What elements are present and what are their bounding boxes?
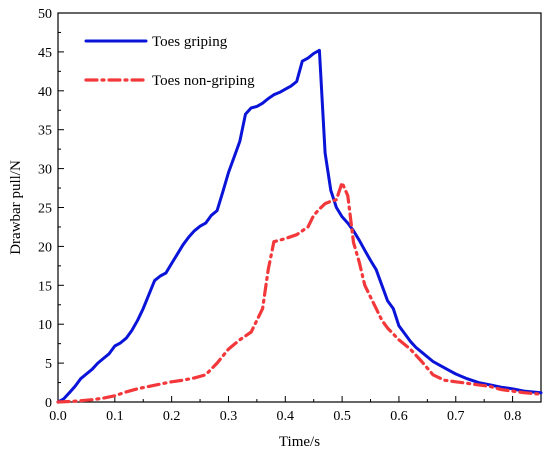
y-tick-label: 15 xyxy=(38,279,52,294)
series-layer xyxy=(56,48,543,404)
x-tick-label: 0.8 xyxy=(504,409,522,424)
x-tick-label: 0.6 xyxy=(390,409,408,424)
x-tick-label: 0.5 xyxy=(333,409,351,424)
y-tick-label: 30 xyxy=(38,163,52,178)
y-tick-label: 0 xyxy=(45,396,52,411)
series-line-toes-griping xyxy=(56,48,543,404)
legend: Toes griping Toes non-griping xyxy=(84,34,255,89)
x-tick-label: 0.0 xyxy=(49,409,67,424)
legend-label: Toes non-griping xyxy=(152,73,255,89)
y-tick-label: 45 xyxy=(38,46,52,61)
x-tick-label: 0.3 xyxy=(220,409,238,424)
y-axis-title: Drawbar pull/N xyxy=(8,160,24,255)
x-axis: 0.0 0.1 0.2 0.3 0.4 0.5 0.6 0.7 0.8 xyxy=(49,396,542,424)
x-axis-title: Time/s xyxy=(279,434,320,450)
y-tick-label: 25 xyxy=(38,202,52,217)
x-tick-label: 0.1 xyxy=(106,409,124,424)
x-tick-label: 0.2 xyxy=(163,409,181,424)
legend-label: Toes griping xyxy=(152,34,228,50)
y-tick-label: 40 xyxy=(38,85,52,100)
y-tick-label: 35 xyxy=(38,124,52,139)
x-tick-label: 0.7 xyxy=(447,409,465,424)
y-tick-label: 20 xyxy=(38,240,52,255)
y-tick-label: 5 xyxy=(45,357,52,372)
series-line-toes-non-griping xyxy=(56,181,543,404)
y-tick-label: 50 xyxy=(38,7,52,22)
y-tick-label: 10 xyxy=(38,318,52,333)
x-tick-label: 0.4 xyxy=(277,409,295,424)
y-axis: 0 5 10 15 20 25 30 35 40 45 50 xyxy=(38,7,64,411)
